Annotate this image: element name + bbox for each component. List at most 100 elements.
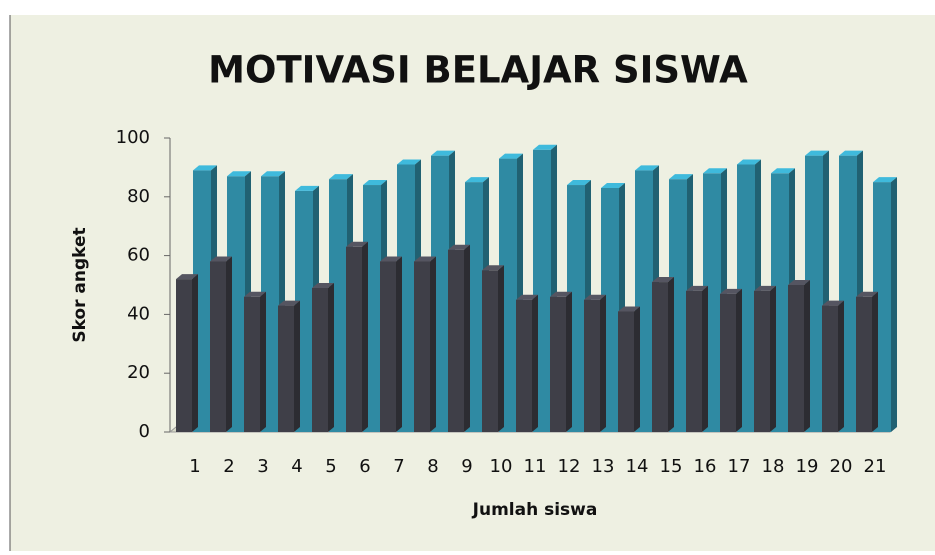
bar-front <box>210 261 226 432</box>
x-tick-label: 5 <box>325 456 336 477</box>
bar-side <box>464 244 470 432</box>
bar-top <box>873 177 897 183</box>
bar-top <box>465 177 489 183</box>
bar-side <box>838 300 844 432</box>
bar-top <box>312 282 334 288</box>
bar-top <box>431 150 455 156</box>
bar-side <box>260 291 266 432</box>
bar-top <box>278 300 300 306</box>
x-tick-label: 13 <box>592 456 615 477</box>
bar-side <box>498 265 504 432</box>
x-axis-label: Jumlah siswa <box>472 500 598 520</box>
chart-title: MOTIVASI BELAJAR SISWA <box>208 49 748 92</box>
x-tick-label: 17 <box>728 456 751 477</box>
x-tick-label: 21 <box>864 456 887 477</box>
bar-top <box>669 174 693 180</box>
bar-side <box>396 256 402 432</box>
x-tick-label: 3 <box>257 456 268 477</box>
bar-top <box>414 256 436 262</box>
bar-side <box>891 177 897 432</box>
bar-side <box>328 282 334 432</box>
bar-top <box>635 165 659 171</box>
bar-top <box>210 256 232 262</box>
x-tick-label: 15 <box>660 456 683 477</box>
x-tick-label: 1 <box>189 456 200 477</box>
bar-top <box>329 174 353 180</box>
bar-top <box>448 244 470 250</box>
bar-front <box>720 293 736 432</box>
bar-side <box>804 280 810 432</box>
x-tick-label: 10 <box>490 456 513 477</box>
bar <box>448 244 470 432</box>
y-tick-label: 60 <box>127 245 150 266</box>
bar <box>618 306 640 432</box>
x-tick-label: 4 <box>291 456 302 477</box>
bar-front <box>788 285 804 432</box>
bar-top <box>482 265 504 271</box>
bar-front <box>652 282 668 432</box>
bar-side <box>362 241 368 432</box>
bar-top <box>618 306 640 312</box>
x-tick-label: 19 <box>796 456 819 477</box>
bar <box>516 294 538 432</box>
bar-top <box>295 185 319 191</box>
bar-side <box>294 300 300 432</box>
bar-top <box>839 150 863 156</box>
bar-top <box>601 182 625 188</box>
bar-front <box>516 299 532 432</box>
bar-top <box>227 171 251 177</box>
x-tick-label: 9 <box>461 456 472 477</box>
bar-front <box>414 261 430 432</box>
y-tick-label: 100 <box>116 127 150 148</box>
y-tick-label: 40 <box>127 303 150 324</box>
bar <box>754 285 776 432</box>
bar <box>822 300 844 432</box>
bar-front <box>822 305 838 432</box>
bar-top <box>261 171 285 177</box>
bar <box>550 291 572 432</box>
bar-top <box>176 274 198 280</box>
bar-front <box>346 246 362 432</box>
bar-front <box>312 287 328 432</box>
bar-front <box>278 305 294 432</box>
bar <box>414 256 436 432</box>
bar-top <box>346 241 368 247</box>
y-axis-label: Skor angket <box>70 227 90 342</box>
bar-front <box>754 290 770 432</box>
bar-front <box>584 299 600 432</box>
bar-top <box>720 288 742 294</box>
bar <box>686 285 708 432</box>
bar-top <box>652 277 674 283</box>
bar-top <box>193 165 217 171</box>
bar-top <box>856 291 878 297</box>
x-tick-label: 18 <box>762 456 785 477</box>
bar-side <box>226 256 232 432</box>
bar <box>856 291 878 432</box>
y-tick-label: 20 <box>127 362 150 383</box>
bar-top <box>771 168 795 174</box>
bar-top <box>499 153 523 159</box>
bar-top <box>737 159 761 165</box>
x-tick-label: 20 <box>830 456 853 477</box>
x-tick-label: 6 <box>359 456 370 477</box>
bar-front <box>448 249 464 432</box>
bar-side <box>770 285 776 432</box>
bar <box>278 300 300 432</box>
bar-top <box>686 285 708 291</box>
bar-top <box>244 291 266 297</box>
bar-top <box>380 256 402 262</box>
bar-front <box>244 296 260 432</box>
bar <box>720 288 742 432</box>
bar <box>380 256 402 432</box>
bar-top <box>703 168 727 174</box>
bar-front <box>550 296 566 432</box>
bar-front <box>618 311 634 432</box>
bar-front <box>856 296 872 432</box>
bar <box>176 274 198 432</box>
bar <box>312 282 334 432</box>
bar-side <box>192 274 198 432</box>
x-tick-label: 14 <box>626 456 649 477</box>
bar <box>346 241 368 432</box>
